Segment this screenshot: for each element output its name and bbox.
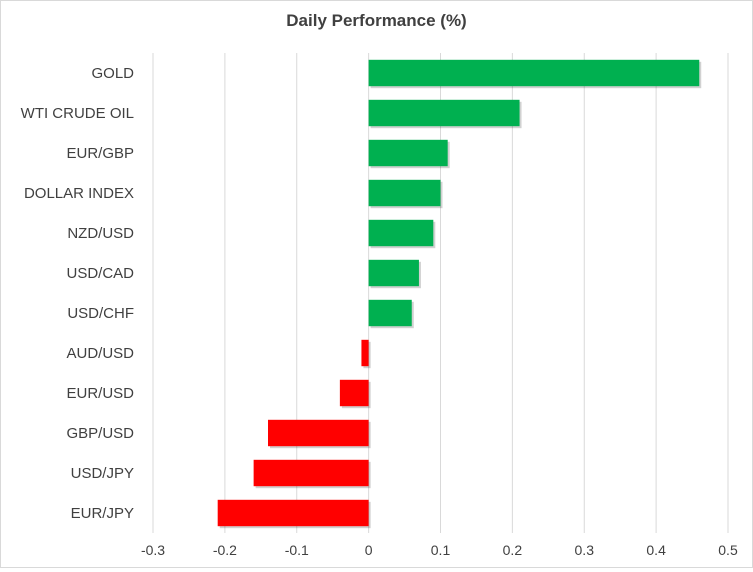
x-tick-label: 0.1 xyxy=(431,542,451,558)
category-label: EUR/GBP xyxy=(66,145,134,162)
bar xyxy=(339,379,369,407)
category-label: USD/CAD xyxy=(66,265,134,282)
category-label: EUR/USD xyxy=(66,385,134,402)
bar xyxy=(217,499,369,527)
bar xyxy=(368,179,441,207)
grid-layer xyxy=(152,53,729,533)
bar xyxy=(361,339,369,367)
category-label-layer: GOLD WTI CRUDE OIL EUR/GBP DOLLAR INDEX NZD/… xyxy=(21,65,135,522)
category-label: DOLLAR INDEX xyxy=(24,185,134,202)
bar xyxy=(368,219,434,247)
category-label: USD/JPY xyxy=(71,465,134,482)
x-tick-label: 0.3 xyxy=(575,542,595,558)
x-tick-label-layer: -0.3 -0.2 -0.1 0 0.1 0.2 0.3 0.4 0.5 xyxy=(141,542,738,558)
category-label: USD/CHF xyxy=(67,305,134,322)
category-label: GBP/USD xyxy=(66,425,134,442)
bar-layer xyxy=(217,59,702,529)
x-tick-label: 0.4 xyxy=(646,542,666,558)
x-tick-label: 0.5 xyxy=(718,542,738,558)
category-label: NZD/USD xyxy=(67,225,134,242)
bar xyxy=(268,419,369,447)
category-label: AUD/USD xyxy=(66,345,134,362)
category-label: EUR/JPY xyxy=(71,505,134,522)
x-tick-label: -0.1 xyxy=(285,542,309,558)
bar xyxy=(368,139,448,167)
bar xyxy=(368,299,412,327)
bar xyxy=(368,259,419,287)
bar xyxy=(253,459,369,487)
x-tick-label: -0.2 xyxy=(213,542,237,558)
x-tick-label: -0.3 xyxy=(141,542,165,558)
chart-title: Daily Performance (%) xyxy=(286,11,467,30)
x-tick-label: 0.2 xyxy=(503,542,523,558)
x-tick-label: 0 xyxy=(365,542,373,558)
category-label: WTI CRUDE OIL xyxy=(21,105,134,122)
category-label: GOLD xyxy=(91,65,134,82)
bar xyxy=(368,59,700,87)
bar xyxy=(368,99,520,127)
